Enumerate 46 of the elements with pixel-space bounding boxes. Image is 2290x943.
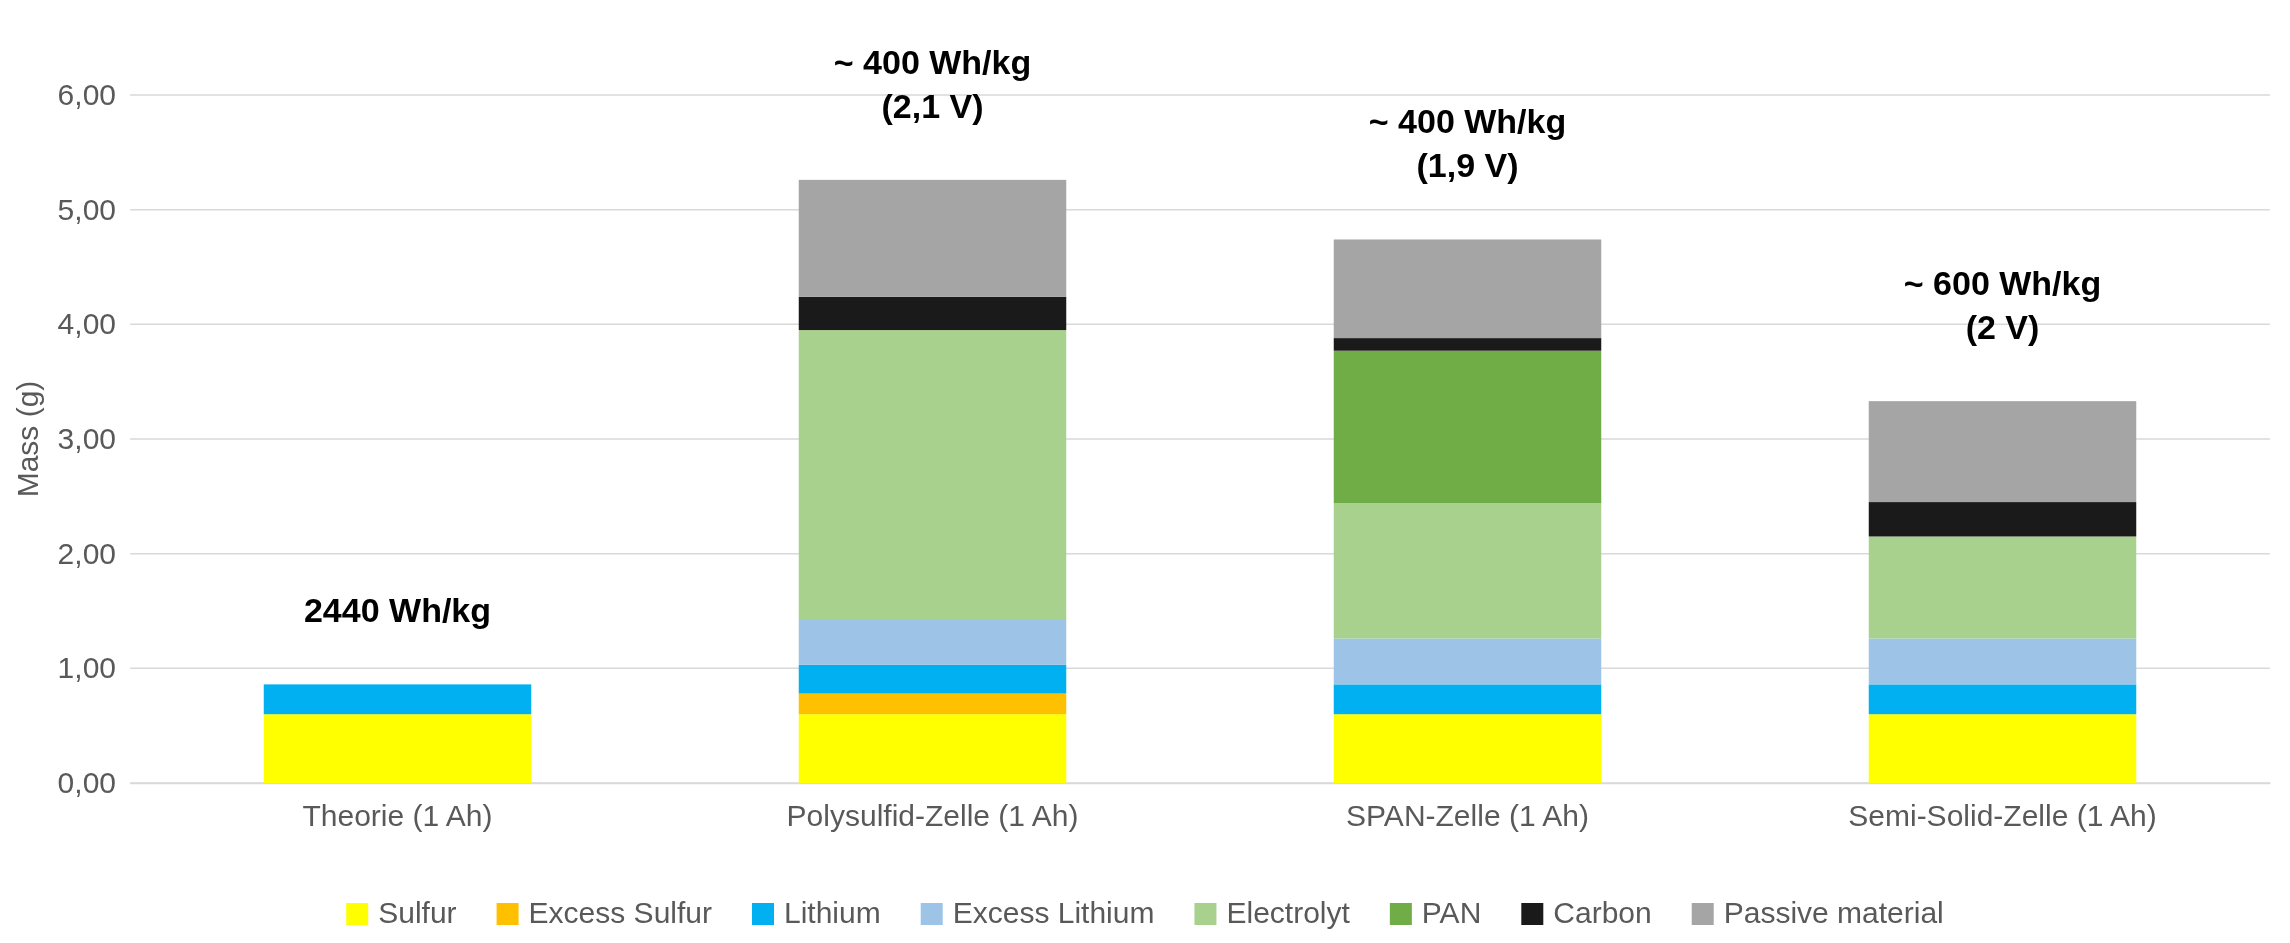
- x-tick-label: SPAN-Zelle (1 Ah): [1346, 799, 1589, 833]
- y-tick-label: 3,00: [57, 422, 116, 456]
- y-axis-title: Mass (g): [11, 380, 44, 498]
- legend-label: PAN: [1421, 896, 1482, 929]
- legend-label: Excess Lithium: [952, 896, 1155, 929]
- annotation: 2440 Wh/kg: [303, 591, 492, 630]
- x-tick-label: Semi-Solid-Zelle (1 Ah): [1848, 799, 2157, 833]
- y-tick-label: 1,00: [57, 651, 116, 685]
- y-tick-label: 2,00: [57, 536, 116, 570]
- annotation: ~ 600 Wh/kg (2 V): [1903, 264, 2102, 347]
- bar: [1333, 338, 1602, 351]
- bar: [798, 179, 1067, 297]
- bar: [1868, 714, 2137, 783]
- bar: [798, 330, 1067, 620]
- annotation: ~ 400 Wh/kg (2,1 V): [833, 42, 1032, 125]
- bar: [263, 714, 532, 783]
- legend-label: Excess Sulfur: [528, 896, 712, 929]
- bar: [1868, 638, 2137, 685]
- bar: [1868, 536, 2137, 639]
- legend-label: Lithium: [783, 896, 881, 929]
- legend-label: Carbon: [1553, 896, 1652, 929]
- bar: [1868, 502, 2137, 537]
- bar: [798, 664, 1067, 694]
- y-tick-label: 5,00: [57, 192, 116, 226]
- y-tick-label: 0,00: [57, 766, 116, 800]
- bar: [1868, 401, 2137, 503]
- bar: [798, 714, 1067, 783]
- bar: [1333, 239, 1602, 339]
- bar: [798, 619, 1067, 665]
- bar: [1868, 684, 2137, 715]
- bar: [1333, 503, 1602, 639]
- legend-label: Electrolyt: [1226, 896, 1351, 929]
- bar: [1333, 350, 1602, 504]
- x-tick-label: Polysulfid-Zelle (1 Ah): [786, 799, 1079, 833]
- legend-label: Passive material: [1723, 896, 1944, 929]
- legend-label: Sulfur: [378, 896, 457, 929]
- bar: [1333, 638, 1602, 685]
- annotation: ~ 400 Wh/kg (1,9 V): [1368, 102, 1567, 185]
- bar: [798, 693, 1067, 715]
- bar: [1333, 714, 1602, 783]
- bar: [798, 296, 1067, 331]
- bar: [1333, 684, 1602, 715]
- y-tick-label: 4,00: [57, 307, 116, 341]
- x-tick-label: Theorie (1 Ah): [302, 799, 493, 833]
- y-tick-label: 6,00: [57, 78, 116, 112]
- bar: [263, 684, 532, 715]
